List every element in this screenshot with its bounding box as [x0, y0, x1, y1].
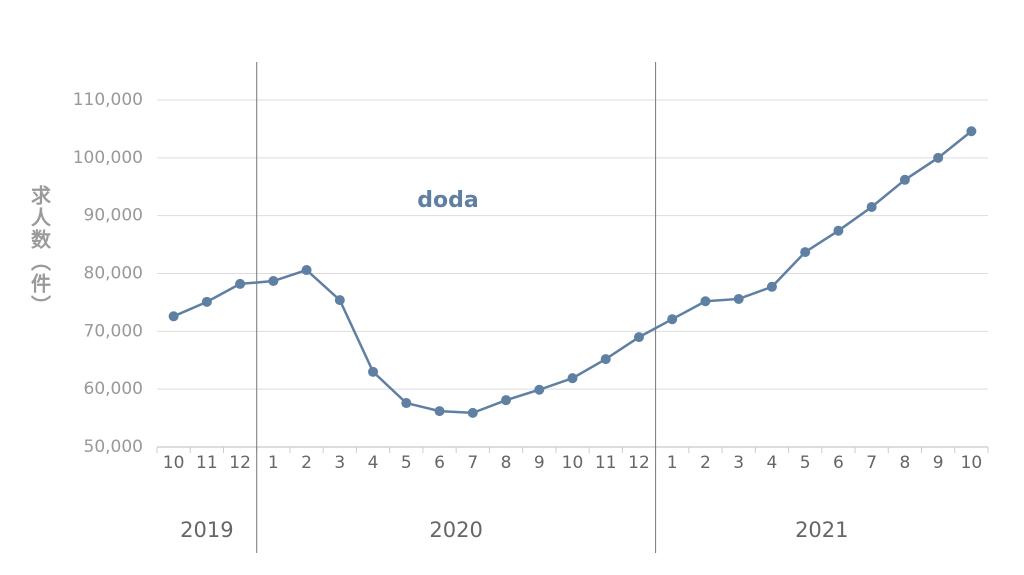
data-point — [733, 293, 744, 304]
y-tick-label: 90,000 — [84, 206, 143, 226]
x-tick-label: 12 — [628, 453, 650, 473]
data-point — [434, 406, 445, 417]
data-point — [966, 126, 977, 137]
y-tick-label: 110,000 — [73, 90, 143, 110]
x-tick-label: 9 — [534, 453, 545, 473]
x-tick-label: 7 — [467, 453, 478, 473]
x-tick-label: 8 — [899, 453, 910, 473]
data-point — [334, 295, 345, 306]
y-tick-label: 80,000 — [84, 264, 143, 284]
x-tick-label: 1 — [667, 453, 678, 473]
x-tick-label: 3 — [733, 453, 744, 473]
year-label: 2021 — [795, 518, 848, 542]
x-tick-label: 8 — [501, 453, 512, 473]
data-point — [600, 354, 611, 365]
x-tick-label: 3 — [334, 453, 345, 473]
x-tick-label: 7 — [866, 453, 877, 473]
data-point — [766, 281, 777, 292]
y-tick-label: 100,000 — [73, 148, 143, 168]
data-point — [368, 366, 379, 377]
x-tick-label: 10 — [163, 453, 185, 473]
x-tick-label: 10 — [961, 453, 983, 473]
series-line — [173, 130, 973, 415]
x-tick-label: 1 — [268, 453, 279, 473]
data-point — [633, 332, 644, 343]
data-point — [866, 201, 877, 212]
x-tick-label: 6 — [434, 453, 445, 473]
data-point — [401, 398, 412, 409]
y-tick-label: 70,000 — [84, 321, 143, 341]
data-point — [800, 247, 811, 258]
year-label: 2019 — [180, 518, 233, 542]
x-tick-label: 5 — [401, 453, 412, 473]
data-point — [235, 278, 246, 289]
x-tick-label: 4 — [767, 453, 778, 473]
series-label: doda — [417, 188, 478, 213]
data-point — [534, 384, 545, 395]
x-tick-label: 11 — [196, 453, 218, 473]
data-point — [168, 311, 179, 322]
x-tick-label: 11 — [595, 453, 617, 473]
x-tick-label: 2 — [301, 453, 312, 473]
y-tick-label: 60,000 — [84, 379, 143, 399]
data-point — [467, 407, 478, 418]
x-tick-label: 5 — [800, 453, 811, 473]
x-tick-label: 10 — [562, 453, 584, 473]
data-point — [833, 225, 844, 236]
x-tick-label: 2 — [700, 453, 711, 473]
year-label: 2020 — [429, 518, 482, 542]
y-tick-label: 50,000 — [84, 437, 143, 457]
x-tick-label: 6 — [833, 453, 844, 473]
data-point — [667, 314, 678, 325]
data-point — [501, 395, 512, 406]
x-tick-label: 12 — [229, 453, 251, 473]
data-point — [567, 373, 578, 384]
data-point — [301, 265, 312, 276]
x-tick-label: 9 — [933, 453, 944, 473]
y-axis-label: 求人数（件） — [28, 185, 52, 317]
data-point — [933, 152, 944, 163]
data-point — [201, 296, 212, 307]
data-point — [700, 296, 711, 307]
data-point — [268, 276, 279, 287]
data-point — [899, 174, 910, 185]
x-tick-label: 4 — [368, 453, 379, 473]
